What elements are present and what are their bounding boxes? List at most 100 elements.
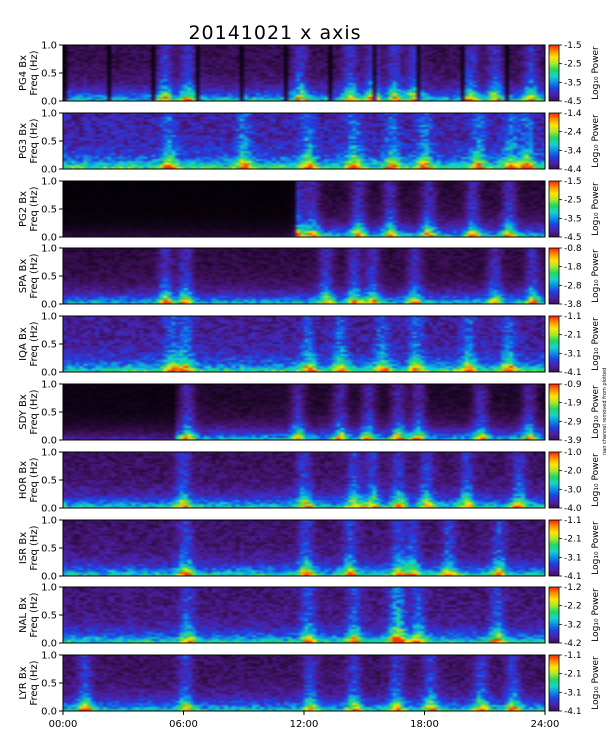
- colorbar-tick-label: -1.1: [564, 516, 582, 526]
- spectrogram-image: [63, 181, 545, 237]
- station-label: NAL Bx: [18, 597, 29, 633]
- panel-8: 0.0 0.5 1.0 NAL Bx Freq (Hz) -1.2 -2.2 -3.2 -4.2…: [18, 583, 601, 650]
- colorbar-tick-label: -4.0: [564, 504, 582, 514]
- colorbar-tick-label: -2.1: [564, 535, 582, 545]
- spectrogram-image: [63, 316, 545, 372]
- panel-4: 0.0 0.5 1.0 IQA Bx Freq (Hz) -1.1 -2.1 -3.1 -4.1…: [18, 312, 601, 379]
- colorbar-tick-label: -3.5: [564, 214, 582, 224]
- y-tick-label: 0.0: [41, 300, 57, 311]
- spectrogram-image: [63, 384, 545, 440]
- y-tick-label: 1.0: [41, 516, 57, 527]
- spectrogram-image: [63, 248, 545, 304]
- colorbar-unit-label: Log₁₀ Power: [591, 453, 601, 507]
- spectrogram-image: [63, 520, 545, 576]
- colorbar-tick-label: -3.8: [564, 300, 582, 310]
- y-tick-label: 1.0: [41, 448, 57, 459]
- colorbar-tick-label: -2.8: [564, 281, 582, 291]
- colorbar-tick-label: -3.9: [564, 436, 582, 446]
- panel-6: 0.0 0.5 1.0 HOR Bx Freq (Hz) -1.0 -2.0 -3.0 -4.0…: [18, 448, 601, 515]
- y-tick-label: 1.0: [41, 312, 57, 323]
- colorbar-tick-label: -1.1: [564, 312, 582, 322]
- colorbar: [548, 44, 560, 102]
- y-tick-label: 1.0: [41, 177, 57, 188]
- y-tick-label: 0.5: [41, 205, 57, 216]
- station-label: PG3 Bx: [18, 123, 29, 159]
- freq-axis-label: Freq (Hz): [29, 525, 40, 570]
- y-tick-label: 0.5: [41, 408, 57, 419]
- colorbar-unit-label: Log₁₀ Power: [591, 656, 601, 710]
- colorbar-tick-label: -3.4: [564, 146, 582, 156]
- y-tick-label: 0.0: [41, 572, 57, 583]
- y-tick-label: 0.5: [41, 272, 57, 283]
- panel-5: 0.0 0.5 1.0 SDY Bx Freq (Hz) -0.9 -1.9 -2.9 -3.9…: [18, 380, 601, 447]
- freq-axis-label: Freq (Hz): [29, 186, 40, 231]
- colorbar: [548, 654, 560, 712]
- x-tick-label: 18:00: [410, 719, 439, 730]
- colorbar: [548, 586, 560, 644]
- colorbar: [548, 451, 560, 509]
- colorbar-tick-label: -4.1: [564, 572, 582, 582]
- colorbar-tick-label: -3.2: [564, 620, 582, 630]
- colorbar-tick-label: -0.8: [564, 244, 582, 254]
- colorbar-tick-label: -1.1: [564, 651, 582, 661]
- freq-axis-label: Freq (Hz): [29, 118, 40, 163]
- colorbar-tick-label: -1.0: [564, 448, 582, 458]
- y-tick-label: 0.5: [41, 69, 57, 80]
- colorbar-tick-label: -2.5: [564, 196, 582, 206]
- side-note: nan channel removed from plotted: [602, 368, 608, 455]
- y-tick-label: 0.5: [41, 476, 57, 487]
- station-label: SPA Bx: [18, 259, 29, 294]
- colorbar-tick-label: -4.4: [564, 165, 582, 175]
- station-label: PG4 Bx: [18, 55, 29, 91]
- freq-axis-label: Freq (Hz): [29, 321, 40, 366]
- colorbar-tick-label: -3.1: [564, 349, 582, 359]
- station-label: HOR Bx: [18, 461, 29, 499]
- colorbar: [548, 315, 560, 373]
- colorbar-unit-label: Log₁₀ Power: [591, 114, 601, 168]
- colorbar-tick-label: -3.1: [564, 553, 582, 563]
- y-tick-label: 0.5: [41, 137, 57, 148]
- colorbar-tick-label: -4.1: [564, 368, 582, 378]
- x-tick-label: 00:00: [49, 719, 78, 730]
- y-tick-label: 1.0: [41, 244, 57, 255]
- colorbar: [548, 247, 560, 305]
- colorbar-tick-label: -2.1: [564, 331, 582, 341]
- colorbar-unit-label: Log₁₀ Power: [591, 182, 601, 236]
- spectrogram-image: [63, 452, 545, 508]
- colorbar: [548, 180, 560, 238]
- y-tick-label: 1.0: [41, 380, 57, 391]
- y-tick-label: 0.5: [41, 544, 57, 555]
- spectrogram-image: [63, 655, 545, 711]
- panel-1: 0.0 0.5 1.0 PG3 Bx Freq (Hz) -1.4 -2.4 -3.4 -4.4…: [18, 109, 601, 176]
- colorbar-tick-label: -2.2: [564, 602, 582, 612]
- y-tick-label: 0.0: [41, 368, 57, 379]
- panel-0: 0.0 0.5 1.0 PG4 Bx Freq (Hz) -1.5 -2.5 -3.5 -4.5…: [18, 41, 601, 108]
- colorbar-unit-label: Log₁₀ Power: [591, 46, 601, 100]
- colorbar-tick-label: -3.0: [564, 485, 582, 495]
- station-label: ISR Bx: [18, 532, 29, 564]
- panel-7: 0.0 0.5 1.0 ISR Bx Freq (Hz) -1.1 -2.1 -3.1 -4.1…: [18, 516, 601, 583]
- x-tick-label: 12:00: [290, 719, 319, 730]
- colorbar-tick-label: -2.4: [564, 128, 582, 138]
- colorbar-unit-label: Log₁₀ Power: [591, 588, 601, 642]
- y-tick-label: 0.5: [41, 611, 57, 622]
- colorbar-unit-label: Log₁₀ Power: [591, 249, 601, 303]
- panel-2: 0.0 0.5 1.0 PG2 Bx Freq (Hz) -1.5 -2.5 -3.5 -4.5…: [18, 177, 601, 244]
- freq-axis-label: Freq (Hz): [29, 660, 40, 705]
- station-label: IQA Bx: [18, 327, 29, 361]
- y-tick-label: 0.0: [41, 707, 57, 718]
- panel-9: 0.0 0.5 1.0 LYR Bx Freq (Hz) -1.1 -2.1 -3.1 -4.1…: [18, 651, 601, 718]
- y-tick-label: 0.0: [41, 504, 57, 515]
- colorbar-tick-label: -1.5: [564, 177, 582, 187]
- figure-title: 20141021 x axis: [188, 22, 361, 44]
- station-label: PG2 Bx: [18, 191, 29, 227]
- colorbar-tick-label: -2.1: [564, 670, 582, 680]
- colorbar-tick-label: -2.5: [564, 60, 582, 70]
- y-tick-label: 0.0: [41, 233, 57, 244]
- colorbar-tick-label: -3.5: [564, 78, 582, 88]
- colorbar-tick-label: -1.8: [564, 263, 582, 273]
- y-tick-label: 0.0: [41, 97, 57, 108]
- colorbar-unit-label: Log₁₀ Power: [591, 521, 601, 575]
